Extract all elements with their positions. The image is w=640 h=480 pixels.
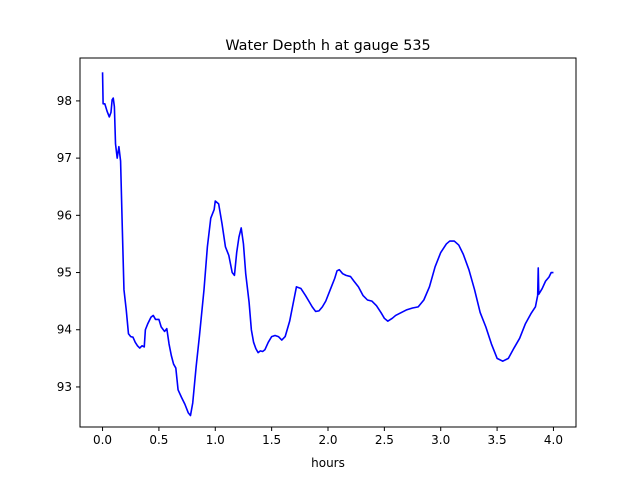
x-tick-label: 2.5: [375, 433, 394, 447]
chart-title: Water Depth h at gauge 535: [225, 38, 430, 54]
x-tick-label: 1.0: [206, 433, 225, 447]
series-line: [101, 72, 554, 417]
series-layer: [101, 72, 554, 417]
x-tick-label: 3.5: [488, 433, 507, 447]
y-tick-label: 98: [57, 94, 72, 108]
y-tick-label: 97: [57, 151, 72, 165]
x-tick-label: 3.0: [431, 433, 450, 447]
x-tick-label: 1.5: [262, 433, 281, 447]
x-tick-label: 4.0: [544, 433, 563, 447]
y-tick-label: 94: [57, 323, 72, 337]
y-axis-ticks: 93 94 95 96 97 98: [57, 94, 80, 394]
y-tick-label: 93: [57, 380, 72, 394]
y-tick-label: 96: [57, 208, 72, 222]
plot-frame: [79, 57, 577, 428]
x-tick-label: 0.0: [93, 433, 112, 447]
x-axis-label: hours: [311, 456, 345, 470]
x-tick-label: 0.5: [149, 433, 168, 447]
x-axis-ticks: 0.0 0.5 1.0 1.5 2.0 2.5 3.0 3.5 4.0: [93, 427, 563, 447]
x-tick-label: 2.0: [318, 433, 337, 447]
y-tick-label: 95: [57, 266, 72, 280]
